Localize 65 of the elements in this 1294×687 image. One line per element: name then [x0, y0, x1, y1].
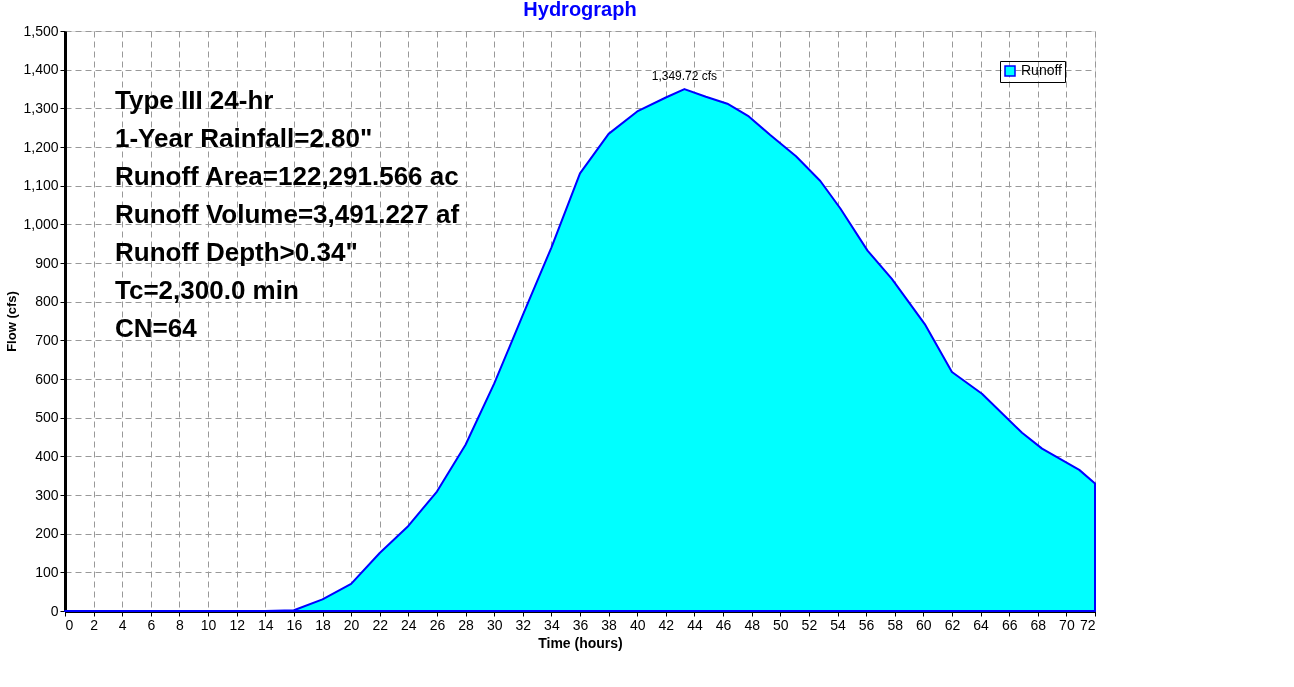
y-tick-label: 1,300 [23, 99, 59, 116]
x-tick-label: 16 [286, 616, 303, 633]
x-tick-label: 62 [944, 616, 961, 633]
x-tick-label: 50 [772, 616, 789, 633]
x-tick-label: 18 [315, 616, 331, 633]
x-tick-label: 54 [830, 616, 846, 633]
annotation: Runoff Area=122,291.566 ac [115, 161, 459, 191]
x-tick-label: 52 [801, 616, 818, 633]
x-tick-label: 28 [458, 616, 475, 633]
x-tick-label: 42 [658, 616, 675, 633]
y-tick-label: 1,100 [23, 177, 59, 194]
y-tick-label: 200 [35, 525, 59, 542]
x-tick-label: 14 [257, 616, 274, 633]
y-tick-label: 1,500 [23, 22, 59, 39]
y-tick-label: 700 [35, 331, 59, 348]
x-tick-label: 32 [515, 616, 532, 633]
y-tick-label: 300 [35, 486, 59, 503]
x-tick-label: 56 [858, 616, 875, 633]
x-tick-label: 64 [973, 616, 990, 633]
annotation: 1-Year Rainfall=2.80" [115, 123, 373, 153]
x-tick-label: 34 [544, 616, 560, 633]
x-tick-label: 4 [118, 616, 127, 633]
x-tick-label: 8 [176, 616, 185, 633]
x-tick-label: 24 [401, 616, 417, 633]
x-tick-label: 12 [229, 616, 246, 633]
x-tick-label: 38 [601, 616, 618, 633]
y-tick-label: 0 [50, 602, 59, 619]
annotation: 1,349.72 cfs [651, 69, 718, 84]
x-tick-label: 72 [1079, 616, 1096, 633]
chart-title: Hydrograph [523, 0, 637, 20]
annotation: Type III 24-hr [115, 85, 274, 115]
legend-label: Runoff [1021, 62, 1063, 78]
annotation: CN=64 [115, 313, 198, 343]
x-tick-label: 2 [90, 616, 99, 633]
y-tick-label: 1,000 [23, 215, 59, 232]
x-tick-label: 60 [916, 616, 932, 633]
x-axis-title: Time (hours) [538, 634, 623, 651]
x-tick-label: 36 [572, 616, 589, 633]
x-tick-label: 26 [429, 616, 446, 633]
annotation: Runoff Volume=3,491.227 af [115, 199, 460, 229]
y-tick-label: 800 [35, 293, 59, 310]
x-tick-label: 44 [687, 616, 703, 633]
x-tick-label: 40 [629, 616, 646, 633]
annotation: Runoff Depth>0.34" [115, 237, 358, 267]
annotation: Tc=2,300.0 min [115, 275, 299, 305]
y-tick-label: 400 [35, 447, 59, 464]
x-tick-label: 70 [1059, 616, 1075, 633]
y-tick-label: 1,400 [23, 61, 59, 78]
x-tick-label: 66 [1001, 616, 1018, 633]
x-tick-label: 6 [147, 616, 156, 633]
y-tick-label: 900 [35, 254, 59, 271]
x-tick-label: 58 [887, 616, 904, 633]
x-tick-label: 46 [715, 616, 732, 633]
x-tick-label: 48 [744, 616, 761, 633]
x-tick-label: 22 [372, 616, 389, 633]
x-tick-label: 68 [1030, 616, 1047, 633]
x-tick-label: 10 [200, 616, 217, 633]
y-tick-label: 600 [35, 370, 59, 387]
x-tick-label: 20 [343, 616, 360, 633]
x-tick-label: 0 [65, 616, 74, 633]
x-tick-label: 30 [486, 616, 503, 633]
y-axis-title: Flow (cfs) [4, 291, 20, 352]
y-tick-label: 1,200 [23, 138, 59, 155]
y-tick-label: 100 [35, 563, 59, 580]
y-tick-label: 500 [35, 409, 59, 426]
